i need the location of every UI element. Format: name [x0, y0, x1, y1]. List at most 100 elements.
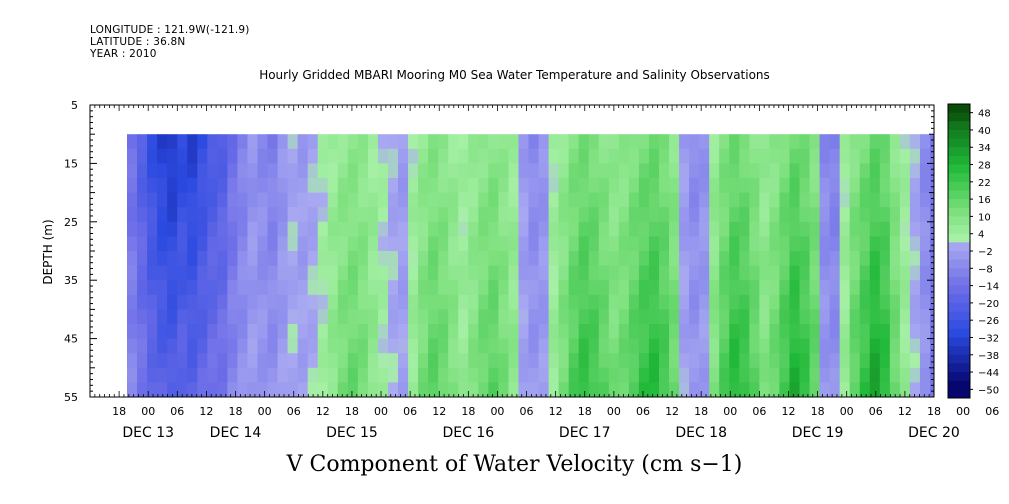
heatmap-cell	[217, 338, 228, 354]
heatmap-cell	[408, 134, 419, 150]
heatmap-cell	[167, 134, 178, 150]
heatmap-cell	[879, 338, 891, 354]
heatmap-cell	[628, 309, 640, 325]
heatmap-cell	[488, 178, 499, 194]
heatmap-cell	[408, 148, 419, 164]
heatmap-cell	[759, 236, 770, 252]
heatmap-cell	[709, 382, 720, 397]
heatmap-cell	[478, 324, 489, 340]
heatmap-cell	[438, 367, 449, 383]
heatmap-cell	[498, 309, 510, 325]
heatmap-cell	[638, 221, 650, 237]
colorbar-label: −14	[978, 282, 999, 293]
heatmap-cell	[759, 163, 770, 179]
heatmap-cell	[689, 221, 700, 237]
heatmap-cell	[729, 221, 740, 237]
heatmap-cell	[327, 367, 339, 383]
heatmap-cell	[277, 280, 289, 296]
x-day-label: DEC 15	[326, 425, 378, 441]
heatmap-cell	[638, 236, 650, 252]
heatmap-cell	[277, 134, 289, 150]
heatmap-cell	[277, 236, 289, 252]
heatmap-cell	[277, 324, 289, 340]
heatmap-cell	[809, 163, 821, 179]
heatmap-cell	[719, 294, 730, 310]
heatmap-cell	[859, 251, 871, 267]
heatmap-cell	[598, 294, 610, 310]
heatmap-cell	[618, 163, 630, 179]
heatmap-cell	[628, 192, 640, 208]
heatmap-cell	[558, 367, 570, 383]
heatmap-cell	[418, 309, 429, 325]
heatmap-cell	[448, 251, 459, 267]
heatmap-cell	[829, 265, 841, 281]
heatmap-cell	[137, 324, 148, 340]
heatmap-cell	[719, 163, 730, 179]
heatmap-cell	[357, 324, 369, 340]
heatmap-cell	[669, 324, 680, 340]
colorbar-swatch	[948, 328, 970, 338]
heatmap-cell	[598, 280, 610, 296]
heatmap-cell	[147, 367, 158, 383]
heatmap-cell	[237, 148, 249, 164]
heatmap-cell	[157, 192, 168, 208]
heatmap-cell	[307, 236, 319, 252]
heatmap-cell	[147, 338, 158, 354]
heatmap-cell	[899, 236, 911, 252]
x-tick-label: 06	[403, 405, 417, 418]
heatmap-cell	[658, 163, 670, 179]
heatmap-cell	[418, 192, 429, 208]
heatmap-cell	[729, 367, 740, 383]
heatmap-cell	[789, 251, 801, 267]
heatmap-cell	[558, 236, 570, 252]
heatmap-cell	[608, 280, 620, 296]
heatmap-cell	[377, 382, 389, 397]
x-tick-label: 00	[723, 405, 737, 418]
heatmap-cell	[127, 338, 138, 354]
x-tick-label: 06	[752, 405, 766, 418]
heatmap-cell	[137, 148, 148, 164]
heatmap-cell	[167, 324, 178, 340]
heatmap-cell	[317, 134, 329, 150]
heatmap-cell	[598, 251, 610, 267]
heatmap-cell	[779, 367, 791, 383]
heatmap-cell	[418, 382, 429, 397]
heatmap-cell	[377, 236, 389, 252]
heatmap-cell	[458, 338, 469, 354]
heatmap-cell	[809, 353, 821, 369]
heatmap-cell	[869, 367, 881, 383]
heatmap-cell	[608, 309, 620, 325]
heatmap-cell	[839, 221, 851, 237]
heatmap-cell	[759, 221, 770, 237]
heatmap-cell	[448, 134, 459, 150]
heatmap-cell	[127, 207, 138, 223]
heatmap-cell	[377, 294, 389, 310]
heatmap-cell	[879, 265, 891, 281]
heatmap-cell	[187, 163, 198, 179]
heatmap-cell	[398, 148, 409, 164]
heatmap-cell	[508, 148, 520, 164]
heatmap-cell	[779, 236, 791, 252]
heatmap-cell	[347, 148, 359, 164]
heatmap-cell	[327, 382, 339, 397]
heatmap-cell	[337, 192, 349, 208]
heatmap-cell	[307, 221, 319, 237]
heatmap-cell	[217, 353, 228, 369]
colorbar-swatch	[948, 268, 970, 278]
heatmap-cell	[618, 192, 630, 208]
heatmap-cell	[357, 309, 369, 325]
heatmap-cell	[558, 382, 570, 397]
heatmap-cell	[337, 294, 349, 310]
heatmap-cell	[658, 134, 670, 150]
heatmap-cell	[227, 163, 239, 179]
heatmap-cell	[648, 367, 660, 383]
heatmap-cell	[598, 353, 610, 369]
heatmap-cell	[839, 353, 851, 369]
heatmap-cell	[187, 353, 198, 369]
heatmap-cell	[327, 236, 339, 252]
heatmap-cell	[769, 367, 781, 383]
heatmap-cell	[759, 309, 770, 325]
heatmap-cell	[187, 338, 198, 354]
heatmap-cell	[197, 324, 208, 340]
heatmap-cell	[267, 353, 279, 369]
